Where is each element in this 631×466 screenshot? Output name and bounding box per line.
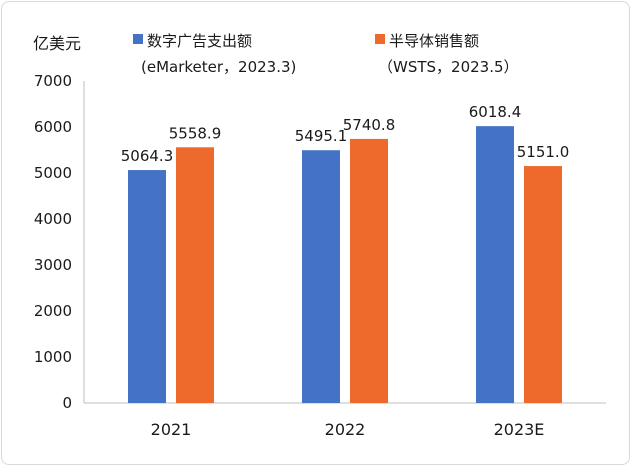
- y-tick-label: 4000: [34, 210, 72, 228]
- bar-2021-series-1: [176, 147, 214, 403]
- bars: [128, 126, 562, 404]
- bar-2022-series-0: [302, 150, 340, 403]
- value-label: 6018.4: [469, 103, 522, 121]
- x-axis-ticks: 2021 2022 2023E: [151, 420, 545, 439]
- bar-2022-series-1: [350, 138, 388, 403]
- y-tick-label: 1000: [34, 348, 72, 366]
- x-tick-label: 2022: [325, 420, 366, 439]
- x-tick-label: 2021: [151, 420, 192, 439]
- legend-swatch-semiconductor: [375, 34, 385, 44]
- bar-2023E-series-0: [476, 126, 514, 404]
- y-tick-label: 7000: [34, 72, 72, 90]
- y-axis-ticks: 0 1000 2000 3000 4000 5000 6000 7000: [34, 72, 72, 412]
- legend-source-digital-ad: (eMarketer，2023.3): [141, 58, 296, 76]
- bar-2021-series-0: [128, 170, 166, 403]
- bar-2023E-series-1: [524, 166, 562, 403]
- y-tick-label: 6000: [34, 118, 72, 136]
- legend-source-semiconductor: （WSTS，2023.5）: [378, 58, 519, 76]
- legend-label-digital-ad: 数字广告支出额: [147, 32, 252, 50]
- legend: 数字广告支出额 (eMarketer，2023.3) 半导体销售额 （WSTS，…: [133, 32, 519, 76]
- value-label: 5151.0: [517, 143, 570, 161]
- y-tick-label: 3000: [34, 256, 72, 274]
- y-tick-label: 2000: [34, 302, 72, 320]
- y-tick-label: 0: [62, 394, 72, 412]
- legend-swatch-digital-ad: [133, 34, 143, 44]
- value-label: 5495.1: [295, 127, 348, 145]
- legend-label-semiconductor: 半导体销售额: [389, 32, 479, 50]
- x-tick-label: 2023E: [494, 420, 545, 439]
- value-label: 5064.3: [121, 147, 174, 165]
- y-tick-label: 5000: [34, 164, 72, 182]
- value-label: 5558.9: [169, 124, 222, 142]
- y-axis-unit-label: 亿美元: [33, 34, 81, 53]
- value-label: 5740.8: [343, 116, 396, 134]
